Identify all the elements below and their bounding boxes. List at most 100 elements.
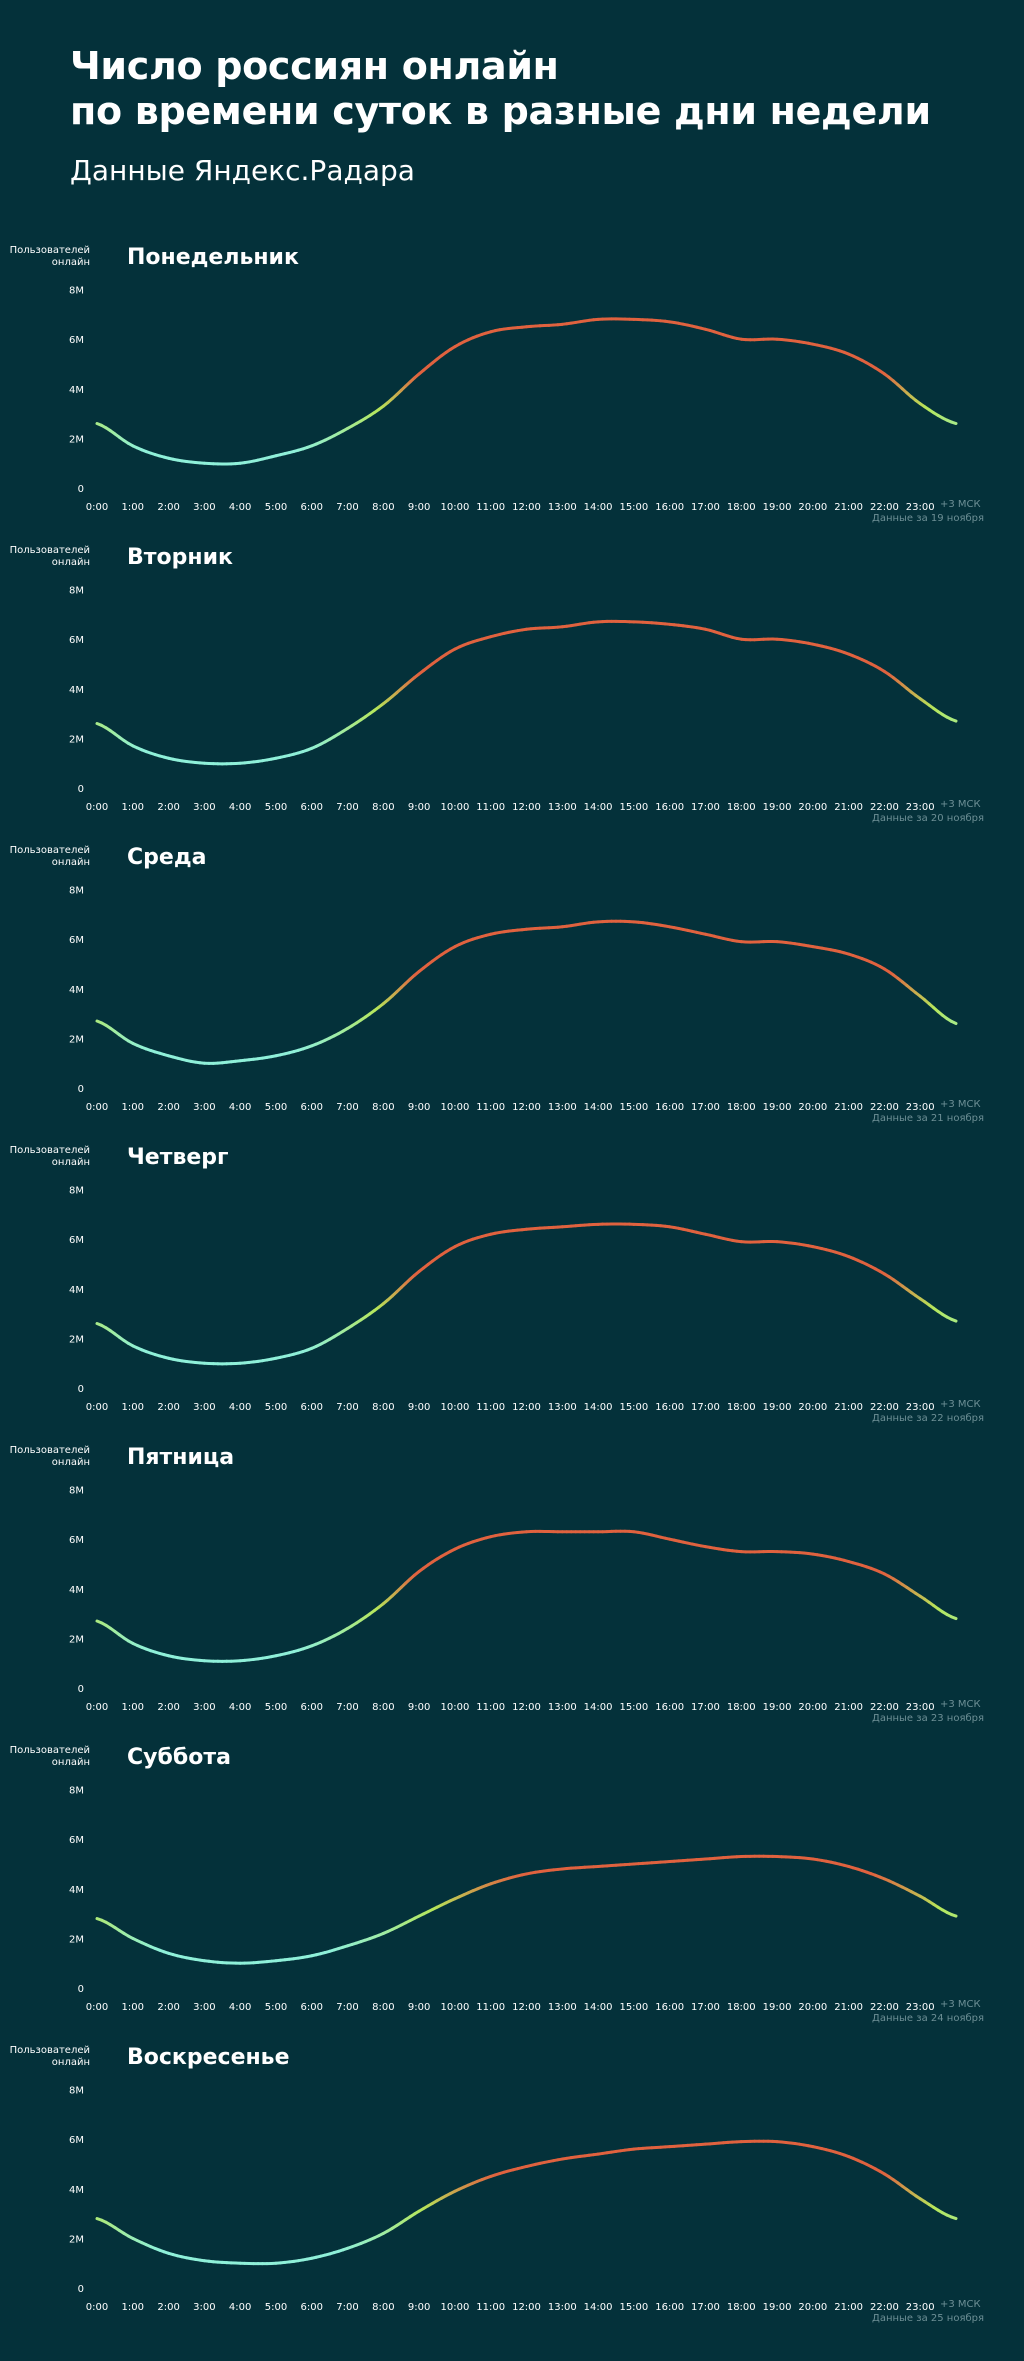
- x-tick-label: 1:00: [122, 802, 144, 813]
- chart-title: Среда: [127, 845, 207, 870]
- x-tick-label: 22:00: [870, 1402, 899, 1413]
- x-tick-label: 0:00: [86, 1702, 108, 1713]
- x-tick-label: 0:00: [86, 2302, 108, 2313]
- x-tick-label: 18:00: [727, 2002, 756, 2013]
- x-tick-label: 14:00: [584, 1402, 613, 1413]
- x-tick-label: 16:00: [655, 2002, 684, 2013]
- x-tick-label: 3:00: [193, 2302, 215, 2313]
- x-tick-label: 7:00: [336, 1402, 358, 1413]
- x-tick-label: 2:00: [157, 1102, 179, 1113]
- y-tick-label: 0: [78, 484, 84, 495]
- x-tick-label: 9:00: [408, 1102, 430, 1113]
- x-tick-label: 6:00: [301, 802, 323, 813]
- x-tick-label: 6:00: [301, 502, 323, 513]
- x-tick-label: 20:00: [798, 2002, 827, 2013]
- header: Число россиян онлайн по времени суток в …: [70, 44, 931, 187]
- x-tick-label: 4:00: [229, 502, 251, 513]
- x-tick-label: 10:00: [441, 1402, 470, 1413]
- y-tick-label: 8M: [69, 1186, 84, 1197]
- x-tick-label: 5:00: [265, 1402, 287, 1413]
- y-axis-label: Пользователей онлайн: [9, 545, 90, 568]
- x-tick-label: 11:00: [476, 2302, 505, 2313]
- y-axis-label: Пользователей онлайн: [9, 845, 90, 868]
- y-tick-label: 8M: [69, 1486, 84, 1497]
- x-tick-label: 18:00: [727, 502, 756, 513]
- y-tick-label: 6M: [69, 935, 84, 946]
- x-tick-label: 19:00: [763, 2302, 792, 2313]
- x-tick-label: 17:00: [691, 502, 720, 513]
- x-tick-label: 13:00: [548, 502, 577, 513]
- line-chart: 0 2M 4M 6M 8M 0:00 1:00 2:00 3:00 4:00 5:00 6:00 7:0…: [69, 1486, 958, 1713]
- x-tick-label: 23:00: [906, 2302, 935, 2313]
- y-tick-label: 0: [78, 784, 84, 795]
- line-chart: 0 2M 4M 6M 8M 0:00 1:00 2:00 3:00 4:00 5:00 6:00 7:0…: [69, 886, 958, 1113]
- data-date-note: Данные за 19 ноября: [872, 513, 984, 524]
- x-tick-label: 12:00: [512, 1402, 541, 1413]
- x-tick-label: 20:00: [798, 1102, 827, 1113]
- x-tick-label: 11:00: [476, 1402, 505, 1413]
- y-tick-label: 4M: [69, 1285, 84, 1296]
- y-tick-label: 2M: [69, 1334, 84, 1345]
- x-tick-label: 19:00: [763, 802, 792, 813]
- x-tick-label: 14:00: [584, 1102, 613, 1113]
- y-tick-label: 0: [78, 1984, 84, 1995]
- y-tick-label: 6M: [69, 335, 84, 346]
- x-tick-label: 3:00: [193, 802, 215, 813]
- x-tick-label: 13:00: [548, 802, 577, 813]
- y-tick-label: 6M: [69, 1835, 84, 1846]
- y-tick-label: 2M: [69, 1034, 84, 1045]
- x-tick-label: 18:00: [727, 1102, 756, 1113]
- x-tick-label: 10:00: [441, 502, 470, 513]
- y-axis-label: Пользователей онлайн: [9, 1745, 90, 1768]
- x-tick-label: 5:00: [265, 1702, 287, 1713]
- series-line-segment: [950, 420, 958, 426]
- x-tick-label: 14:00: [584, 2002, 613, 2013]
- x-tick-label: 23:00: [906, 802, 935, 813]
- timezone-label: +3 МСК: [940, 1999, 981, 2010]
- series-line-segment: [950, 1913, 958, 1918]
- x-tick-label: 11:00: [476, 1102, 505, 1113]
- x-tick-label: 22:00: [870, 1702, 899, 1713]
- y-tick-label: 8M: [69, 886, 84, 897]
- x-tick-label: 1:00: [122, 502, 144, 513]
- y-axis-label: Пользователей онлайн: [9, 245, 90, 268]
- chart-panel: Пользователей онлайн Воскресенье 0 2M 4M 6M 8M…: [0, 2045, 1024, 2345]
- x-tick-label: 19:00: [763, 1402, 792, 1413]
- x-tick-label: 8:00: [372, 1102, 394, 1113]
- x-tick-label: 19:00: [763, 1102, 792, 1113]
- x-tick-label: 5:00: [265, 2002, 287, 2013]
- x-tick-label: 20:00: [798, 502, 827, 513]
- y-tick-label: 0: [78, 2284, 84, 2295]
- x-tick-label: 3:00: [193, 1102, 215, 1113]
- x-tick-label: 20:00: [798, 802, 827, 813]
- x-tick-label: 16:00: [655, 1702, 684, 1713]
- data-date-note: Данные за 20 ноября: [872, 813, 984, 824]
- y-tick-label: 6M: [69, 1535, 84, 1546]
- line-chart: 0 2M 4M 6M 8M 0:00 1:00 2:00 3:00 4:00 5:00 6:00 7:0…: [69, 586, 958, 813]
- page-title-line-2: по времени суток в разные дни недели: [70, 89, 931, 133]
- x-tick-label: 22:00: [870, 2302, 899, 2313]
- x-tick-label: 13:00: [548, 1702, 577, 1713]
- x-tick-label: 17:00: [691, 2302, 720, 2313]
- x-tick-label: 16:00: [655, 502, 684, 513]
- timezone-label: +3 МСК: [940, 2299, 981, 2310]
- x-tick-label: 18:00: [727, 1702, 756, 1713]
- x-tick-label: 5:00: [265, 502, 287, 513]
- x-tick-label: 21:00: [834, 2302, 863, 2313]
- x-tick-label: 16:00: [655, 2302, 684, 2313]
- x-tick-label: 15:00: [619, 802, 648, 813]
- chart-title: Вторник: [127, 545, 233, 570]
- x-tick-label: 12:00: [512, 802, 541, 813]
- x-tick-label: 18:00: [727, 2302, 756, 2313]
- x-tick-label: 15:00: [619, 1102, 648, 1113]
- y-tick-label: 2M: [69, 1634, 84, 1645]
- y-axis-label: Пользователей онлайн: [9, 1145, 90, 1168]
- chart-title: Четверг: [127, 1145, 229, 1170]
- x-tick-label: 9:00: [408, 2302, 430, 2313]
- x-tick-label: 3:00: [193, 1402, 215, 1413]
- x-tick-label: 7:00: [336, 1702, 358, 1713]
- chart-panel: Пользователей онлайн Среда 0 2M 4M 6M 8M 0:00 1:…: [0, 845, 1024, 1145]
- x-tick-label: 6:00: [301, 2002, 323, 2013]
- chart-panel: Пользователей онлайн Суббота 0 2M 4M 6M 8M 0:00…: [0, 1745, 1024, 2045]
- x-tick-label: 23:00: [906, 1102, 935, 1113]
